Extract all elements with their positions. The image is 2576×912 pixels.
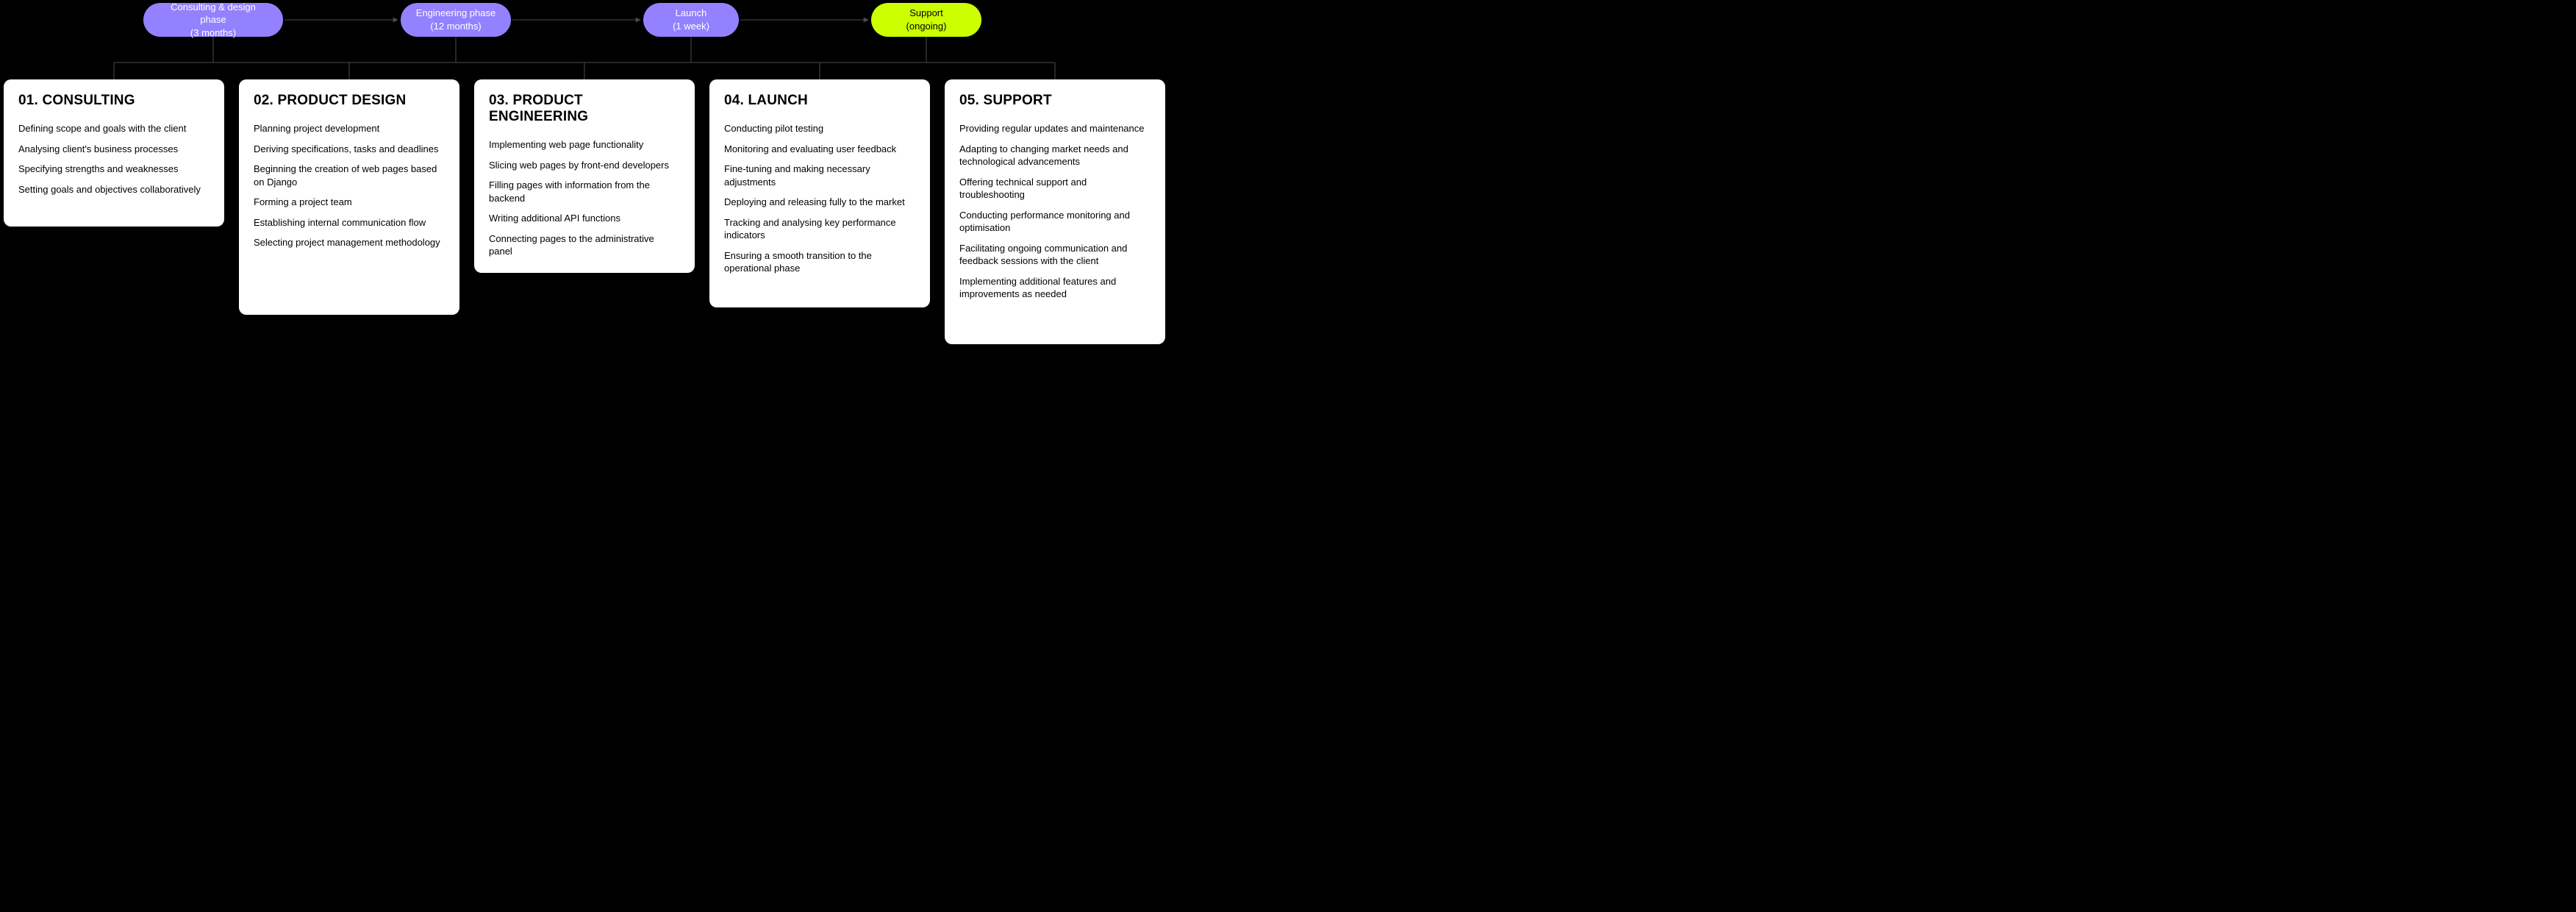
list-item: Monitoring and evaluating user feedback [724,143,915,156]
list-item: Implementing additional features and imp… [959,275,1151,301]
card-product-design: 02. PRODUCT DESIGN Planning project deve… [239,79,459,315]
list-item: Tracking and analysing key performance i… [724,216,915,242]
card-items: Implementing web page functionality Slic… [489,138,680,258]
phase-pill-launch: Launch (1 week) [643,3,739,37]
card-items: Planning project development Deriving sp… [254,122,445,249]
card-title: 01. CONSULTING [18,93,210,109]
card-number: 02. [254,93,273,108]
card-heading: SUPPORT [984,93,1052,108]
list-item: Conducting pilot testing [724,122,915,135]
phase-pill-support: Support (ongoing) [871,3,981,37]
list-item: Establishing internal communication flow [254,216,445,229]
list-item: Connecting pages to the administrative p… [489,232,680,258]
phase-duration: (3 months) [190,26,236,40]
list-item: Specifying strengths and weaknesses [18,163,210,176]
list-item: Defining scope and goals with the client [18,122,210,135]
card-title: 04. LAUNCH [724,93,915,109]
phase-title: Engineering phase [416,7,495,20]
phase-pill-engineering: Engineering phase (12 months) [401,3,511,37]
list-item: Ensuring a smooth transition to the oper… [724,249,915,275]
card-title: 05. SUPPORT [959,93,1151,109]
card-launch: 04. LAUNCH Conducting pilot testing Moni… [709,79,930,307]
list-item: Implementing web page functionality [489,138,680,152]
card-items: Conducting pilot testing Monitoring and … [724,122,915,275]
card-title: 02. PRODUCT DESIGN [254,93,445,109]
list-item: Planning project development [254,122,445,135]
phase-duration: (1 week) [673,20,709,33]
list-item: Deploying and releasing fully to the mar… [724,196,915,209]
card-number: 01. [18,93,38,108]
list-item: Selecting project management methodology [254,236,445,249]
phase-title: Consulting & design phase [158,1,268,26]
list-item: Providing regular updates and maintenanc… [959,122,1151,135]
list-item: Fine-tuning and making necessary adjustm… [724,163,915,188]
list-item: Slicing web pages by front-end developer… [489,159,680,172]
list-item: Analysing client's business processes [18,143,210,156]
card-heading: PRODUCT DESIGN [278,93,407,108]
list-item: Filling pages with information from the … [489,179,680,204]
card-number: 04. [724,93,744,108]
phase-title: Support [909,7,943,20]
card-items: Defining scope and goals with the client… [18,122,210,196]
card-heading: LAUNCH [748,93,808,108]
card-number: 03. [489,93,509,108]
list-item: Forming a project team [254,196,445,209]
card-product-engineering: 03. PRODUCT ENGINEERING Implementing web… [474,79,695,273]
list-item: Deriving specifications, tasks and deadl… [254,143,445,156]
card-consulting: 01. CONSULTING Defining scope and goals … [4,79,224,227]
list-item: Offering technical support and troublesh… [959,176,1151,202]
card-support: 05. SUPPORT Providing regular updates an… [945,79,1165,344]
list-item: Facilitating ongoing communication and f… [959,242,1151,268]
list-item: Conducting performance monitoring and op… [959,209,1151,235]
list-item: Beginning the creation of web pages base… [254,163,445,188]
phase-duration: (ongoing) [906,20,947,33]
card-items: Providing regular updates and maintenanc… [959,122,1151,301]
card-heading: CONSULTING [43,93,135,108]
phase-pill-consulting: Consulting & design phase (3 months) [143,3,283,37]
card-number: 05. [959,93,979,108]
phase-duration: (12 months) [430,20,481,33]
list-item: Setting goals and objectives collaborati… [18,183,210,196]
phase-title: Launch [676,7,707,20]
list-item: Adapting to changing market needs and te… [959,143,1151,168]
list-item: Writing additional API functions [489,212,680,225]
card-title: 03. PRODUCT ENGINEERING [489,93,680,125]
